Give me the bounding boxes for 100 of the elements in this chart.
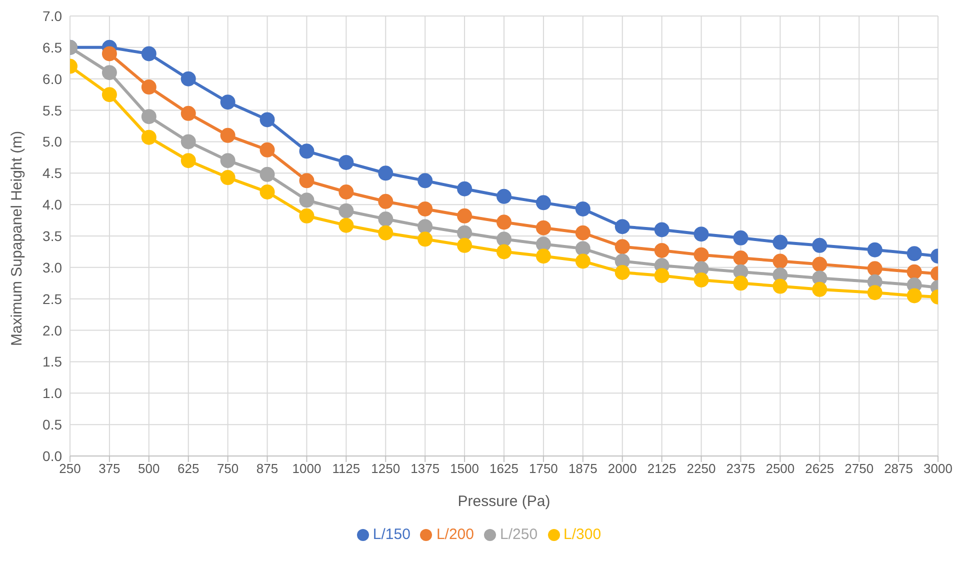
point <box>536 236 551 252</box>
x-tick-label: 875 <box>256 461 278 476</box>
x-tick-label: 3000 <box>924 461 952 476</box>
point <box>457 238 472 253</box>
point <box>220 94 236 110</box>
point <box>180 153 196 168</box>
point <box>418 219 433 234</box>
x-tick-label: 250 <box>59 461 81 476</box>
point <box>338 184 354 200</box>
x-tick-label: 1750 <box>528 461 558 476</box>
point <box>260 184 275 200</box>
point <box>867 242 882 258</box>
point <box>220 170 236 186</box>
point <box>338 203 354 218</box>
x-tick-label: 2375 <box>726 461 756 476</box>
point <box>378 194 394 209</box>
y-tick-label: 0.5 <box>42 416 62 433</box>
x-tick-label: 2875 <box>884 461 914 476</box>
point <box>102 46 117 62</box>
point <box>299 173 314 188</box>
point <box>812 256 828 272</box>
point <box>260 142 275 158</box>
legend-label: L/300 <box>564 526 602 543</box>
x-tick-label: 2000 <box>608 461 637 476</box>
point <box>141 80 156 95</box>
point <box>496 232 512 247</box>
point <box>906 246 922 262</box>
point <box>496 244 512 260</box>
x-tick-label: 500 <box>138 461 160 476</box>
legend-label: L/250 <box>500 526 538 543</box>
y-tick-label: 6.5 <box>42 39 62 56</box>
point <box>180 106 196 121</box>
point <box>694 247 709 262</box>
x-tick-label: 1875 <box>568 461 598 476</box>
point <box>220 128 236 143</box>
point <box>536 248 551 264</box>
x-tick-label: 2125 <box>647 461 676 476</box>
y-tick-label: 1.0 <box>42 385 62 402</box>
y-tick-label: 4.0 <box>42 196 62 213</box>
x-tick-label: 750 <box>216 461 239 476</box>
point <box>906 288 922 304</box>
point <box>418 173 433 188</box>
point <box>654 242 670 258</box>
point <box>812 270 828 286</box>
point <box>694 272 709 288</box>
y-tick-label: 2.5 <box>42 290 62 307</box>
point <box>772 278 788 294</box>
point <box>378 166 394 181</box>
point <box>654 222 670 238</box>
point <box>180 134 196 150</box>
point <box>338 154 354 170</box>
y-tick-label: 5.0 <box>42 134 62 150</box>
y-tick-label: 6.0 <box>42 70 62 87</box>
x-axis-title: Pressure (Pa) <box>458 493 550 510</box>
point <box>260 166 275 182</box>
point <box>772 234 788 250</box>
point <box>772 267 788 282</box>
x-tick-label: 2750 <box>844 461 874 476</box>
point <box>457 225 472 240</box>
x-tick-label: 1250 <box>371 461 400 476</box>
point <box>536 195 551 210</box>
point <box>496 214 512 230</box>
point <box>299 208 314 224</box>
point <box>575 254 590 269</box>
y-axis-title: Maximum Supapanel Height (m) <box>8 130 26 346</box>
point <box>102 65 117 80</box>
y-tick-label: 3.0 <box>42 259 62 276</box>
x-tick-label: 2500 <box>766 461 795 476</box>
point <box>575 241 590 256</box>
point <box>338 218 354 233</box>
y-tick-label: 7.0 <box>42 8 62 24</box>
point <box>812 282 828 297</box>
point <box>575 225 590 240</box>
point <box>180 71 196 86</box>
point <box>654 268 670 284</box>
point <box>141 46 156 62</box>
point <box>496 188 512 204</box>
y-tick-label: 0.0 <box>42 448 62 464</box>
x-tick-label: 1375 <box>410 461 440 476</box>
point <box>457 181 472 196</box>
point <box>260 112 275 128</box>
y-tick-label: 2.0 <box>42 322 62 338</box>
point <box>141 130 156 145</box>
point <box>220 153 236 168</box>
y-tick-label: 4.5 <box>42 165 62 182</box>
point <box>299 144 314 159</box>
point <box>102 87 117 102</box>
x-tick-label: 2250 <box>686 461 716 476</box>
x-tick-label: 1625 <box>490 461 518 476</box>
point <box>141 109 156 124</box>
point <box>418 232 433 247</box>
x-tick-label: 1500 <box>450 461 480 476</box>
x-tick-label: 2625 <box>805 461 834 476</box>
point <box>733 230 748 246</box>
x-tick-label: 375 <box>98 461 120 476</box>
point <box>575 201 590 216</box>
x-tick-label: 625 <box>178 461 200 476</box>
point <box>772 254 788 269</box>
x-tick-label: 1125 <box>332 461 360 476</box>
legend-label: L/200 <box>436 526 474 543</box>
